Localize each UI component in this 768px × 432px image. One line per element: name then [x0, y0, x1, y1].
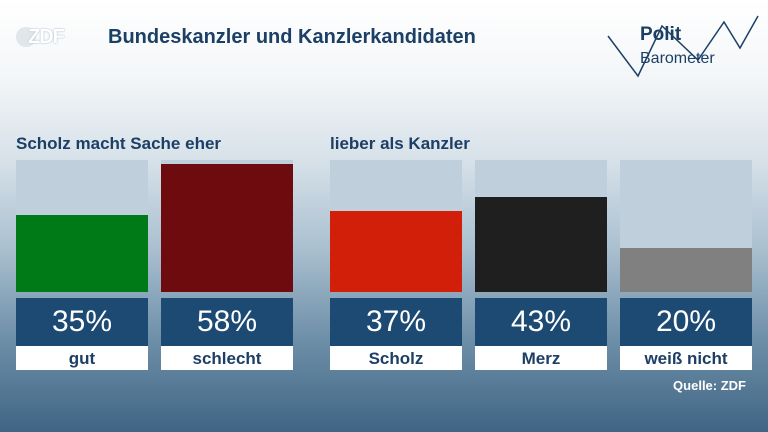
bar-merz — [475, 160, 607, 292]
politbarometer-line-icon — [607, 15, 759, 78]
value-label-merz: 43% — [475, 298, 607, 346]
category-label-merz: Merz — [475, 346, 607, 370]
category-label-schlecht: schlecht — [161, 346, 293, 370]
bar-fill-scholz — [330, 210, 462, 292]
group-title-lieber-kanzler: lieber als Kanzler — [330, 134, 470, 153]
bar-scholz — [330, 160, 462, 292]
value-label-schlecht: 58% — [161, 298, 293, 346]
zdf-logo: ZDF — [16, 22, 80, 52]
chart-title: Bundeskanzler und Kanzlerkandidaten — [108, 26, 476, 48]
value-label-weiss-nicht: 20% — [620, 298, 752, 346]
value-label-gut: 35% — [16, 298, 148, 346]
bar-gut — [16, 160, 148, 292]
bar-fill-schlecht — [161, 164, 293, 292]
bar-fill-weiss-nicht — [620, 248, 752, 292]
source-note: Quelle: ZDF — [673, 378, 746, 393]
bar-fill-gut — [16, 215, 148, 292]
politbarometer-logo: Polit Barometer — [600, 8, 760, 78]
brand-line-2: Barometer — [640, 50, 715, 67]
group-title-scholz-sache: Scholz macht Sache eher — [16, 134, 222, 153]
value-label-scholz: 37% — [330, 298, 462, 346]
brand-line-1: Polit — [640, 24, 682, 45]
bar-weiss-nicht — [620, 160, 752, 292]
category-label-weiss-nicht: weiß nicht — [620, 346, 752, 370]
category-label-gut: gut — [16, 346, 148, 370]
category-label-scholz: Scholz — [330, 346, 462, 370]
bar-fill-merz — [475, 197, 607, 292]
zdf-logo-text: ZDF — [28, 25, 65, 48]
bar-schlecht — [161, 160, 293, 292]
zdf-logo-mark-icon — [16, 27, 36, 47]
